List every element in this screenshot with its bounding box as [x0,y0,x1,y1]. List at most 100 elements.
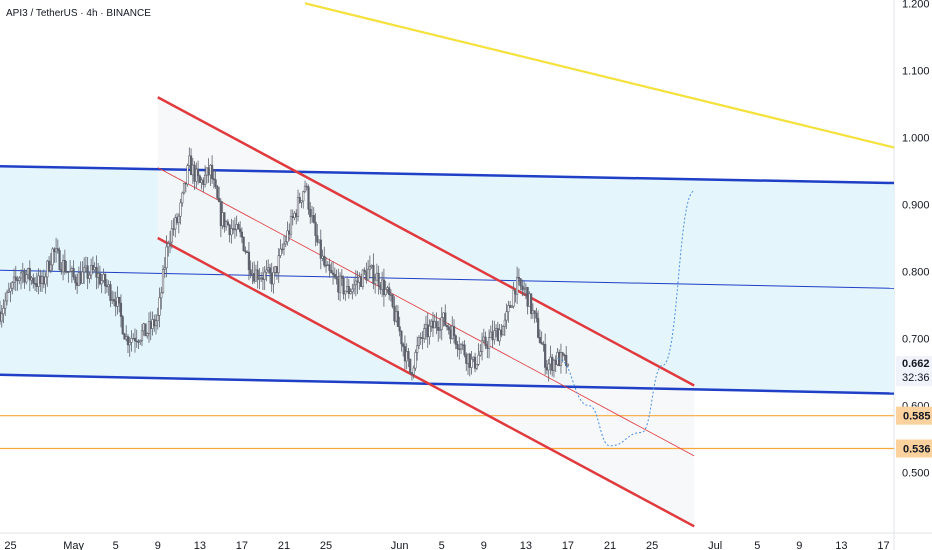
candle-body [312,215,315,223]
candle-body [537,317,540,338]
candle-body [496,328,499,342]
candle-body [517,276,520,280]
candle-body [523,288,526,291]
down-channel-mid-line [157,167,695,457]
candle-body [377,272,380,286]
price-tick-label: 0.500 [902,468,930,480]
candle-body [365,271,368,281]
candle-body [470,358,473,368]
candle-body [230,228,233,236]
date-tick-label: 21 [278,540,290,550]
last-price-label: 0.662 [902,358,930,370]
candle-body [72,268,75,278]
candle-body [46,260,49,278]
candle-body [223,212,226,228]
candle-body [196,168,200,177]
candle-body [219,201,222,227]
candle-body [272,272,275,285]
candle-body [49,264,52,271]
candle-body [317,239,321,243]
candle-body [510,305,513,308]
candle-body [326,264,329,266]
candle-body [503,319,506,327]
support-tag-label-1: 0.585 [903,411,931,423]
candle-body [421,337,424,339]
candle-body [559,352,563,367]
candle-body [344,290,347,295]
candle-body [249,269,252,275]
candle-body [444,312,447,326]
candle-body [437,327,440,331]
candle-body [193,164,196,182]
candle-body [172,228,175,230]
candle-body [270,272,273,285]
down-channel-lower-line [157,236,695,528]
candle-body [58,250,61,270]
candle-body [123,333,126,340]
date-tick-label: 5 [439,540,445,550]
candle-body [409,358,412,374]
candle-body [133,337,137,342]
candle-body [501,325,505,336]
candle-body [211,164,214,180]
candle-body [286,230,289,243]
candle-body [188,155,191,167]
date-tick-label: 17 [877,540,889,550]
candle-body [126,336,130,346]
candle-body [323,255,326,266]
candle-body [175,217,179,223]
candle-body [468,353,471,368]
candle-body [472,356,475,360]
candle-body [40,276,44,284]
candle-body [67,271,70,273]
candle-body [333,274,336,277]
candle-body [354,280,357,286]
candle-body [331,272,335,275]
yellow-resistance-line [304,2,895,149]
candle-body [214,179,217,188]
candle-body [321,255,324,259]
candle-body [88,274,91,279]
candle-body [112,299,116,302]
candle-body [566,363,570,367]
candle-body [295,212,298,217]
candle-body [142,323,145,332]
candle-body [538,337,542,343]
candle-body [154,320,158,327]
candle-body [509,305,512,308]
candle-body [221,212,224,227]
candle-body [430,320,433,327]
candle-body [111,299,114,301]
candle-body [246,251,249,254]
candle-body [395,311,398,322]
candle-body [475,363,478,369]
candle-body [486,345,489,349]
candle-body [505,311,508,321]
candle-body [195,168,198,182]
candle-body [18,277,21,281]
candle-body [37,275,40,287]
date-tick-label: 13 [520,540,532,550]
candle-body [181,192,184,204]
price-tick-label: 0.700 [902,334,930,346]
candle-body [442,312,445,318]
candle-body [158,297,161,316]
candle-body [25,274,28,283]
candle-body [463,344,466,356]
candle-body [100,280,103,285]
candle-body [487,337,491,349]
candle-body [209,164,212,176]
candle-body [84,265,87,268]
candle-body [337,278,340,293]
candle-body [388,287,391,295]
symbol-legend[interactable]: API3 / TetherUS · 4h · BINANCE [6,8,151,19]
candle-body [530,293,533,315]
candle-body [135,340,138,343]
price-tick-label: 1.200 [902,0,930,10]
candle-body [479,351,482,356]
time-axis[interactable]: 25 May 5 9 13 17 21 25 Jun 5 9 13 17 21 25 Jul 5 9 13 17 [4,540,889,550]
candle-body [9,287,12,292]
date-tick-label: 5 [754,540,760,550]
